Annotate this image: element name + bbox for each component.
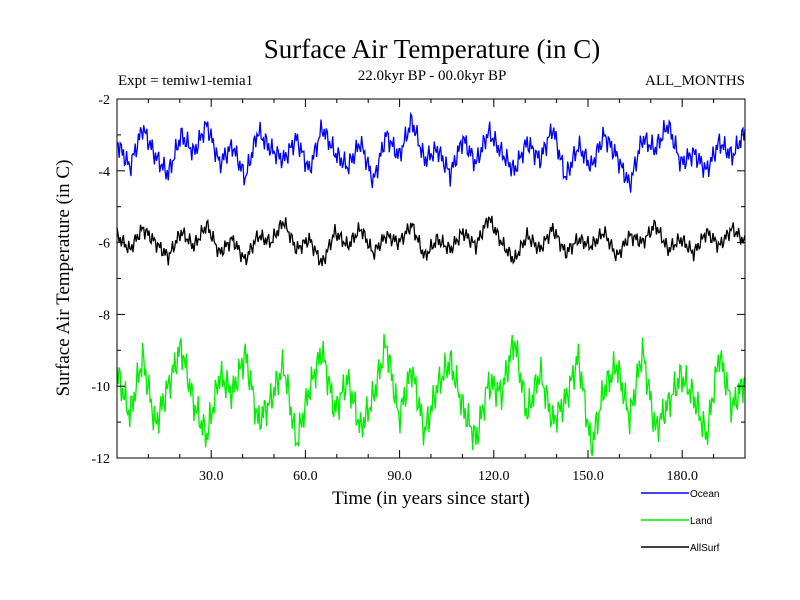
chart-title: Surface Air Temperature (in C) [264,34,601,64]
axes: 30.0 60.0 90.0 120.0 150.0 180.0 -2 -4 -6 -8 -10 -1… [91,93,745,484]
series-line-allsurf [116,215,746,267]
x-axis-label: Time (in years since start) [332,488,530,509]
y-tick-label: -10 [91,380,110,395]
x-tick-label: 90.0 [387,469,412,484]
plot-frame [116,98,746,459]
x-tick-label: 60.0 [293,469,318,484]
x-tick-label: 150.0 [572,469,604,484]
y-tick-label: -2 [98,93,110,108]
months-label: ALL_MONTHS [645,73,745,89]
y-tick-label: -6 [98,237,110,252]
experiment-label: Expt = temiw1-temia1 [118,73,253,89]
x-tick-label: 180.0 [666,469,698,484]
legend-label-land: Land [690,516,712,527]
legend-label-ocean: Ocean [690,489,719,500]
y-axis-label: Surface Air Temperature (in C) [53,160,74,397]
plot-area [116,111,746,456]
y-tick-label: -8 [98,308,110,323]
series-line-land [116,333,746,456]
legend-label-allsurf: AllSurf [690,543,720,554]
chart-subtitle: 22.0kyr BP - 00.0kyr BP [358,68,507,84]
x-tick-label: 30.0 [199,469,224,484]
x-tick-label: 120.0 [478,469,510,484]
legend: Ocean Land AllSurf [641,489,720,554]
y-tick-label: -12 [91,452,110,467]
y-tick-label: -4 [98,165,110,180]
series-line-ocean [116,111,746,193]
